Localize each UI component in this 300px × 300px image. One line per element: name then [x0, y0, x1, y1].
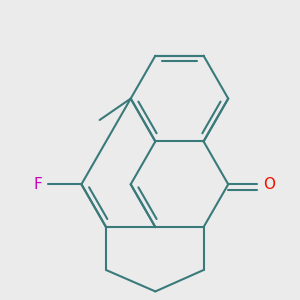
Text: O: O: [264, 177, 276, 192]
Text: F: F: [33, 177, 42, 192]
